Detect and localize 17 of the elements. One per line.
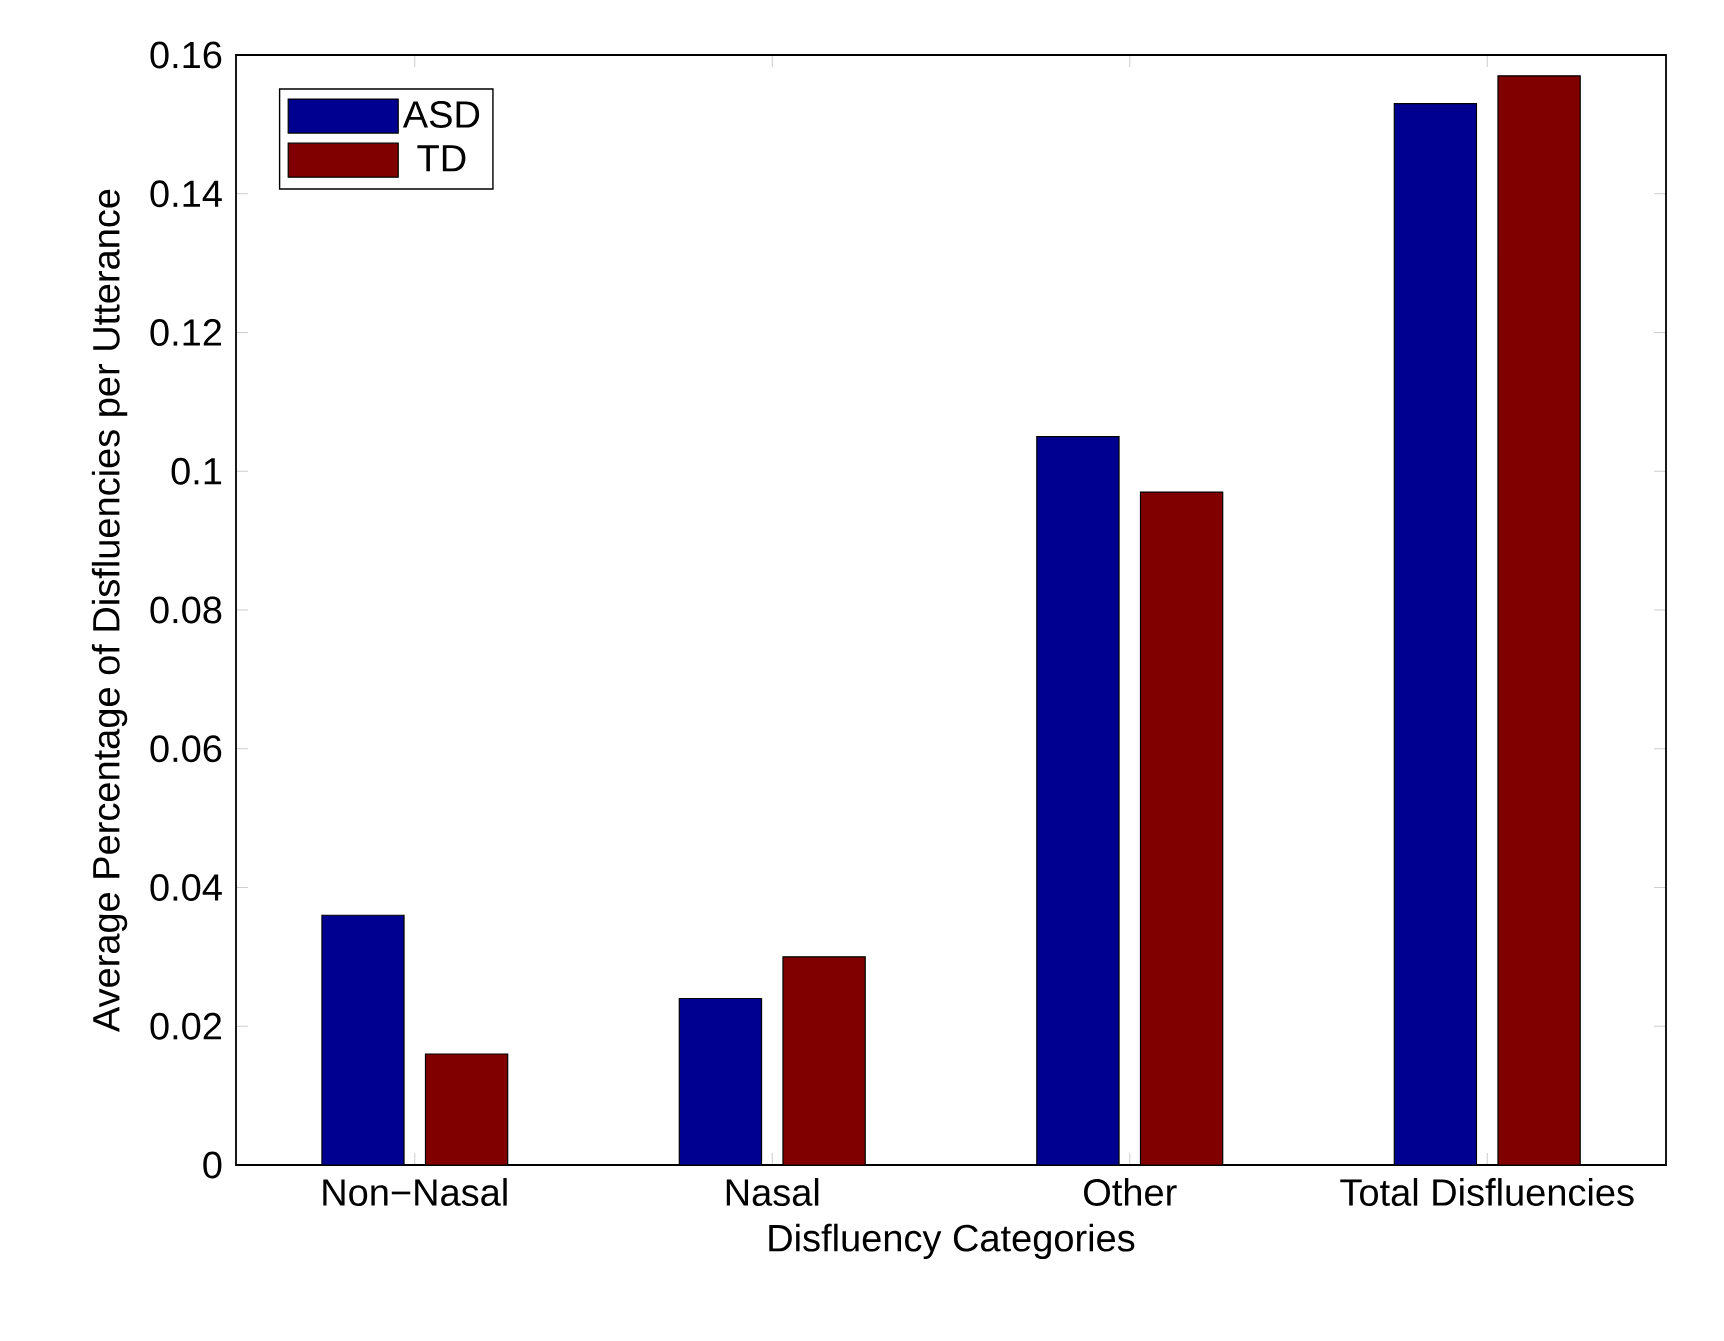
y-tick-label: 0.04 <box>150 874 222 901</box>
x-tick-label: Nasal <box>726 1178 819 1206</box>
legend-label: ASD <box>402 100 480 128</box>
y-axis-title: Average Percentage of Disfluencies per Utterance <box>91 189 128 1033</box>
y-tick-label: 0.06 <box>150 735 222 763</box>
x-tick-label: Other <box>1084 1178 1177 1206</box>
x-tick-label: Non−Nasal <box>323 1178 507 1206</box>
legend-label: TD <box>417 145 466 172</box>
y-tick-label: 0 <box>203 1151 222 1179</box>
y-tick-label: 0.08 <box>150 596 222 624</box>
y-tick-label: 0.1 <box>171 457 222 485</box>
y-tick-label: 0.16 <box>150 41 222 69</box>
x-axis-title: Disfluency Categories <box>769 1223 1135 1260</box>
y-tick-label: 0.14 <box>150 180 222 208</box>
y-tick-label: 0.12 <box>150 319 222 346</box>
x-tick-label: Total Disfluencies <box>1340 1178 1634 1206</box>
y-tick-label: 0.02 <box>150 1012 222 1040</box>
